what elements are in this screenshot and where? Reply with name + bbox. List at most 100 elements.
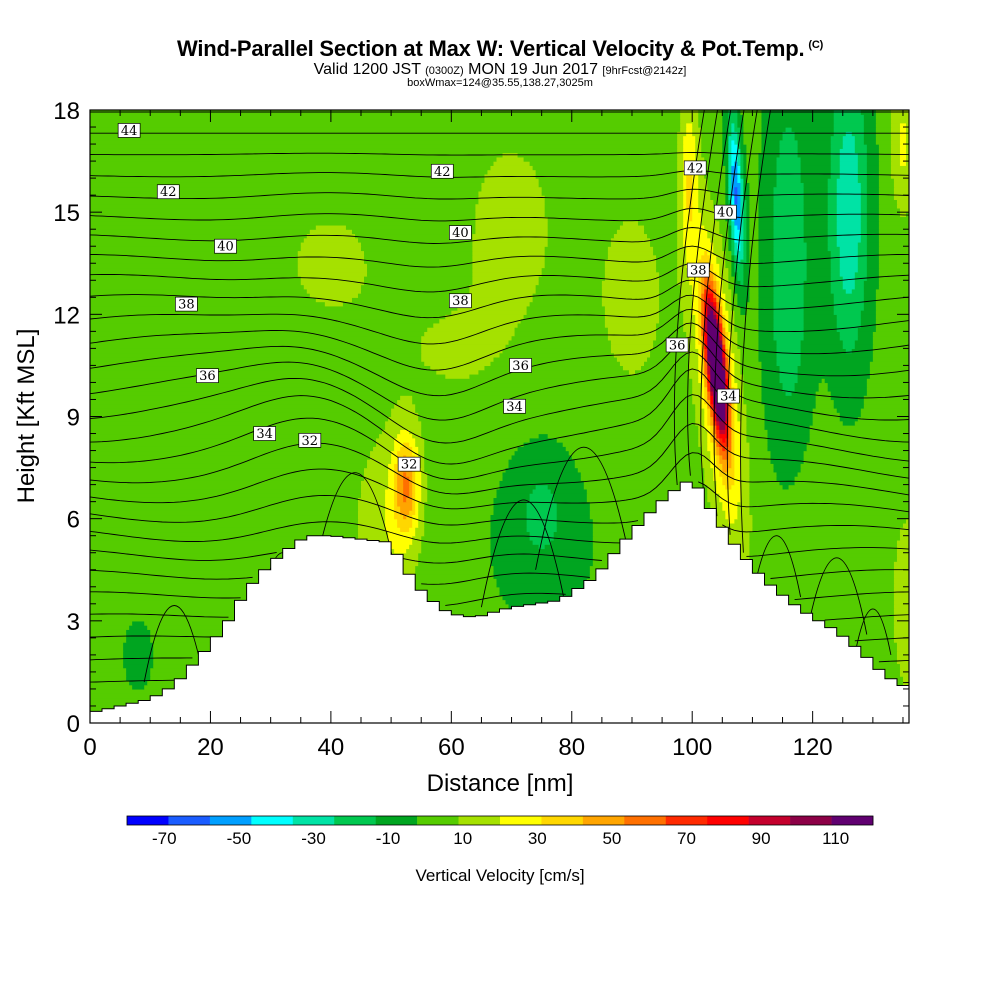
velocity-cell (90, 603, 368, 609)
velocity-cell (90, 348, 422, 354)
velocity-cell (704, 293, 708, 298)
velocity-cell (716, 446, 720, 452)
velocity-cell (866, 390, 909, 396)
velocity-cell (728, 433, 732, 439)
x-tick-label: 80 (558, 734, 585, 761)
velocity-cell (878, 207, 901, 213)
velocity-cell (794, 135, 832, 141)
velocity-cell (734, 446, 741, 452)
velocity-cell (734, 433, 741, 439)
velocity-cell (698, 373, 702, 379)
velocity-cell (734, 454, 741, 460)
velocity-cell (725, 361, 729, 367)
colorbar-swatch (748, 816, 791, 825)
velocity-cell (773, 293, 805, 298)
velocity-cell (875, 114, 892, 120)
velocity-cell (90, 280, 302, 286)
velocity-cell (677, 165, 684, 171)
velocity-cell (529, 493, 555, 498)
isentrope (90, 591, 909, 606)
velocity-cell (553, 497, 588, 503)
velocity-cell (728, 246, 732, 252)
velocity-cell (830, 254, 841, 260)
velocity-cell (613, 233, 648, 239)
velocity-cell (746, 216, 751, 222)
contour-label-text: 38 (452, 294, 469, 309)
velocity-cell (725, 173, 729, 179)
colorbar-swatch (707, 816, 749, 825)
velocity-cell (737, 297, 751, 303)
velocity-cell (604, 276, 660, 281)
y-tick-label: 18 (53, 98, 80, 125)
velocity-cell (734, 450, 741, 456)
velocity-cell (90, 122, 681, 128)
velocity-cell (526, 514, 558, 520)
velocity-cell (698, 327, 702, 332)
velocity-cell (863, 403, 909, 409)
velocity-cell (749, 493, 909, 498)
velocity-cell (90, 344, 422, 349)
velocity-cell (707, 284, 711, 290)
velocity-cell (896, 544, 909, 550)
velocity-cell (734, 284, 751, 290)
velocity-cell (90, 442, 377, 447)
velocity-cell (698, 425, 705, 430)
velocity-cell (731, 365, 735, 371)
velocity-cell (863, 399, 909, 405)
velocity-cell (409, 484, 413, 490)
velocity-cell (544, 246, 609, 252)
velocity-cell (496, 156, 525, 162)
velocity-cell (547, 433, 699, 439)
velocity-cell (749, 544, 898, 550)
isentrope (854, 608, 892, 655)
velocity-cell (722, 144, 729, 149)
velocity-cell (544, 212, 678, 218)
velocity-cell (704, 356, 708, 362)
velocity-cell (827, 237, 838, 243)
theta-contours (90, 110, 909, 684)
velocity-cell (610, 237, 651, 243)
velocity-cell (695, 139, 702, 145)
velocity-cell (394, 497, 398, 503)
velocity-cell (394, 505, 401, 511)
velocity-cell (767, 442, 808, 447)
velocity-cell (683, 314, 696, 320)
velocity-cell (659, 314, 684, 320)
velocity-cell (713, 293, 717, 298)
velocity-cell (90, 450, 371, 456)
velocity-cell (899, 139, 907, 145)
velocity-cell (830, 276, 844, 281)
velocity-cell (878, 178, 895, 183)
velocity-cell (397, 480, 404, 486)
velocity-cell (743, 246, 747, 252)
velocity-cell (860, 314, 877, 320)
velocity-cell (893, 633, 909, 639)
velocity-cell (803, 335, 841, 341)
velocity-cell (677, 156, 684, 162)
velocity-cell (725, 190, 729, 196)
velocity-cell (412, 582, 498, 588)
velocity-cell (683, 186, 687, 192)
velocity-cell (686, 127, 693, 132)
velocity-cell (830, 258, 841, 264)
velocity-cell (731, 463, 735, 469)
velocity-cell (773, 297, 805, 303)
velocity-cell (695, 135, 702, 141)
velocity-cell (656, 263, 678, 269)
velocity-cell (782, 386, 796, 392)
velocity-cell (890, 173, 909, 179)
velocity-cell (857, 161, 868, 166)
velocity-cell (758, 173, 778, 179)
velocity-cell (899, 131, 907, 137)
velocity-cell (701, 305, 705, 311)
velocity-cell (704, 416, 708, 422)
velocity-cell (734, 518, 754, 524)
velocity-cell (722, 454, 729, 460)
velocity-cell (839, 161, 859, 166)
velocity-cell (493, 501, 528, 507)
velocity-cell (836, 203, 862, 209)
velocity-cell (860, 207, 868, 213)
velocity-cell (713, 199, 726, 205)
velocity-cell (388, 535, 413, 541)
velocity-cell (692, 190, 699, 196)
